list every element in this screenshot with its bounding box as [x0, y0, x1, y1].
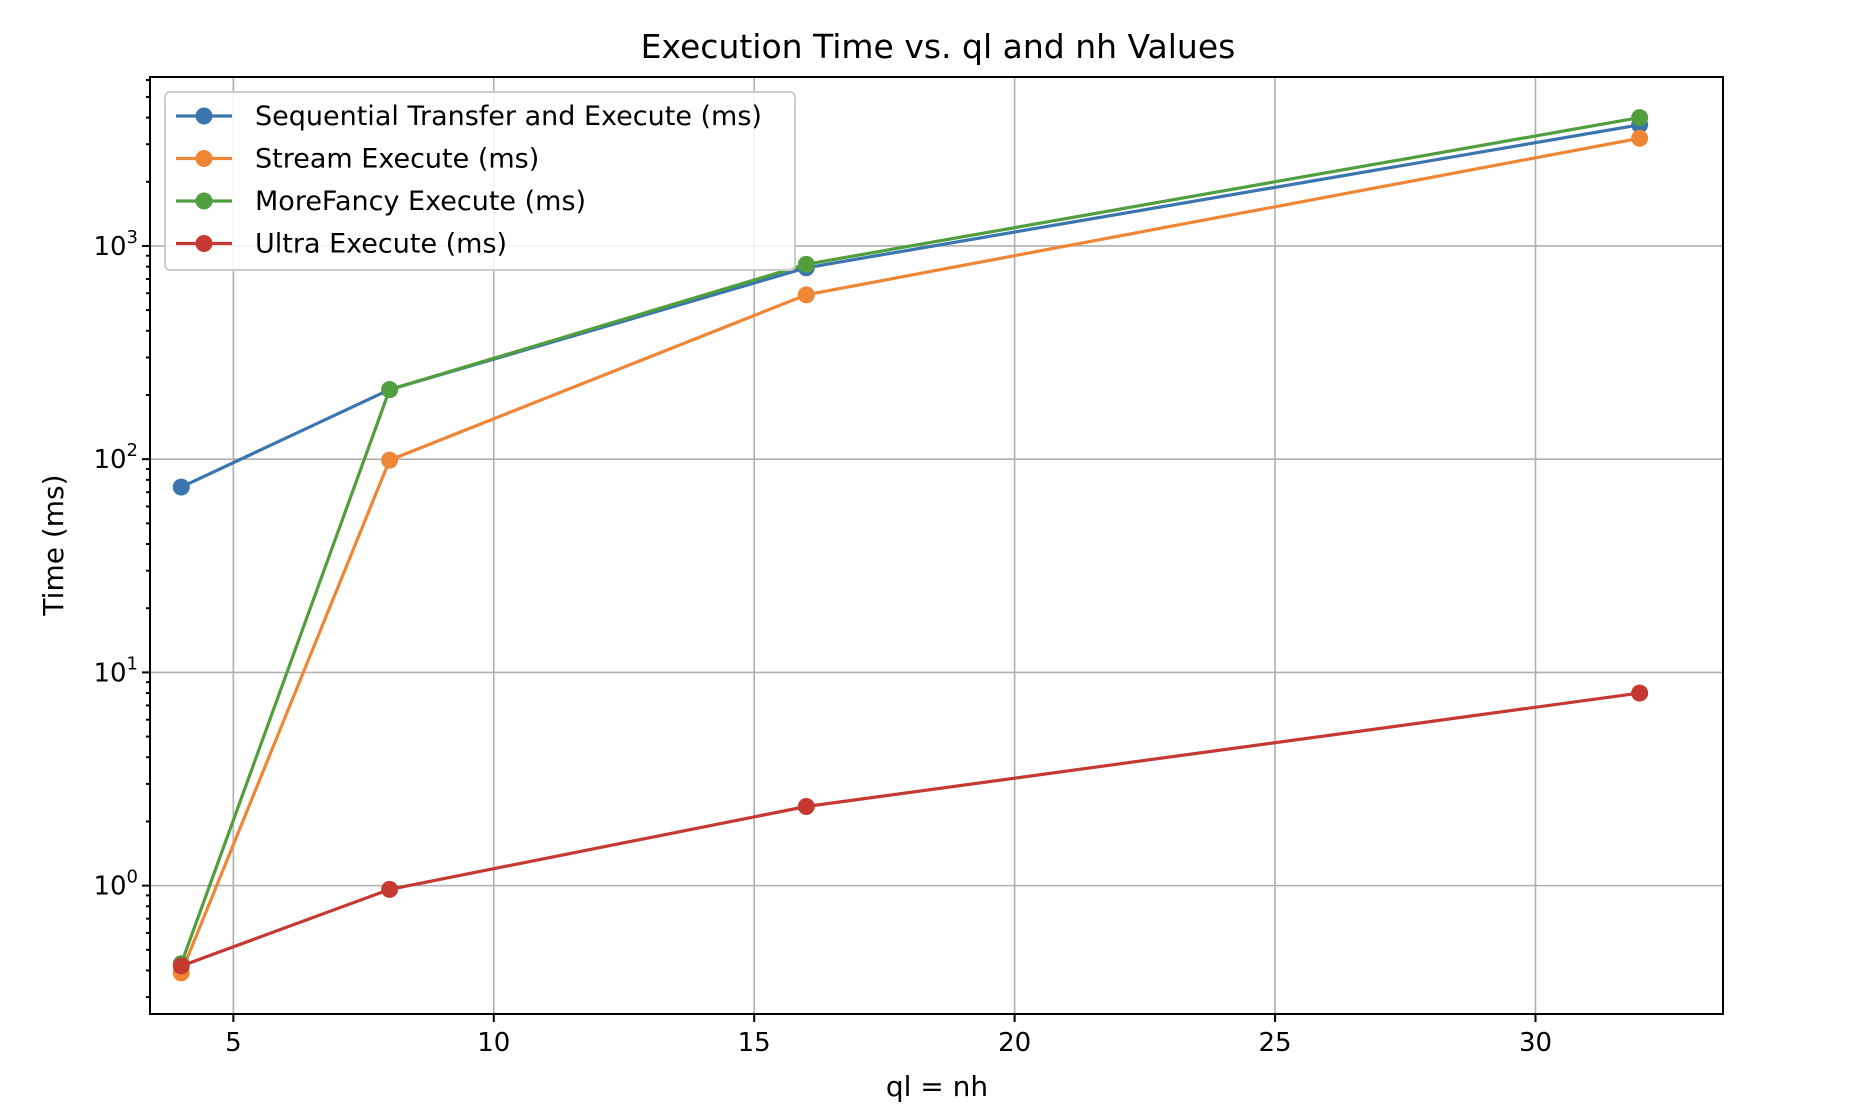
series-line: [180, 123, 1640, 489]
series-layer: [172, 109, 1649, 982]
y-tick-exponent: 1: [127, 653, 138, 674]
y-tick-label: 101: [93, 653, 138, 688]
legend-swatch-marker: [195, 235, 213, 252]
x-tick-label: 10: [477, 1028, 510, 1058]
legend-swatch-marker: [195, 150, 213, 167]
y-tick-exponent: 2: [127, 440, 138, 461]
data-point: [797, 798, 815, 816]
legend-label: Stream Execute (ms): [255, 144, 539, 175]
y-tick-base: 10: [93, 232, 126, 262]
series-line: [179, 116, 1640, 965]
x-tick-label: 15: [738, 1028, 771, 1058]
x-tick-label: 30: [1519, 1028, 1552, 1058]
data-point: [1631, 684, 1649, 702]
data-point: [1631, 109, 1649, 127]
y-axis-title: Time (ms): [37, 474, 70, 616]
data-point: [381, 381, 399, 399]
data-point: [381, 880, 399, 898]
x-tick-label: 25: [1259, 1028, 1292, 1058]
legend-swatch-marker: [195, 192, 213, 210]
data-point: [172, 957, 190, 975]
legend-label: Sequential Transfer and Execute (ms): [255, 101, 762, 132]
plot-frame: [149, 76, 1724, 1015]
data-point: [1631, 129, 1649, 147]
legend-box: [164, 91, 796, 271]
data-point: [381, 451, 399, 469]
y-tick-base: 10: [93, 445, 126, 475]
x-axis-title: ql = nh: [886, 1070, 988, 1103]
y-tick-base: 10: [93, 658, 126, 688]
y-tick-exponent: 3: [127, 227, 138, 248]
y-tick-exponent: 0: [127, 867, 138, 888]
legend-label: MoreFancy Execute (ms): [255, 186, 586, 217]
y-tick-label: 103: [93, 227, 138, 262]
y-tick-base: 10: [93, 872, 126, 902]
chart-title: Execution Time vs. ql and nh Values: [641, 27, 1236, 66]
data-point: [797, 286, 815, 304]
series-line: [179, 136, 1640, 974]
x-tick-label: 20: [998, 1028, 1031, 1058]
data-point: [172, 478, 190, 496]
data-point: [797, 255, 815, 273]
y-tick-label: 100: [93, 867, 138, 902]
series-3: [172, 684, 1649, 975]
y-tick-label: 102: [93, 440, 138, 475]
legend-swatch-marker: [195, 107, 213, 125]
series-line: [180, 691, 1640, 968]
x-tick-label: 5: [225, 1028, 242, 1058]
legend: Sequential Transfer and Execute (ms) Stre…: [164, 91, 796, 271]
legend-label: Ultra Execute (ms): [255, 229, 507, 260]
